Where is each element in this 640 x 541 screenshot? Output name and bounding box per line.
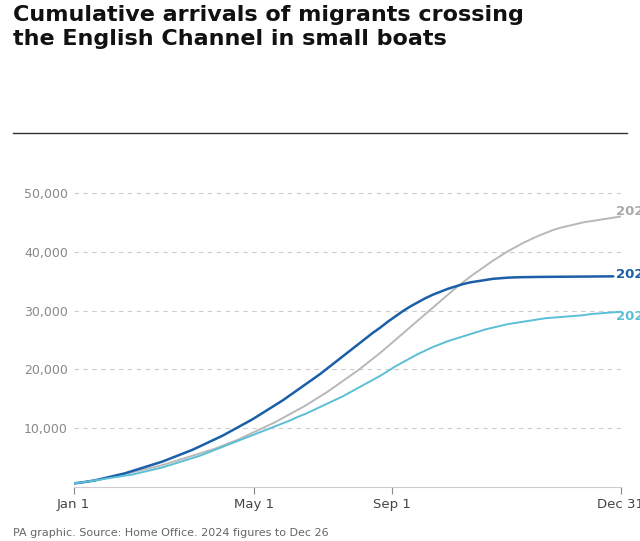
Text: 2022: 2022 <box>616 205 640 219</box>
Text: 2024: 2024 <box>616 268 640 281</box>
Text: Cumulative arrivals of migrants crossing
the English Channel in small boats: Cumulative arrivals of migrants crossing… <box>13 5 524 49</box>
Text: 2023: 2023 <box>616 310 640 323</box>
Text: PA graphic. Source: Home Office. 2024 figures to Dec 26: PA graphic. Source: Home Office. 2024 fi… <box>13 529 328 538</box>
